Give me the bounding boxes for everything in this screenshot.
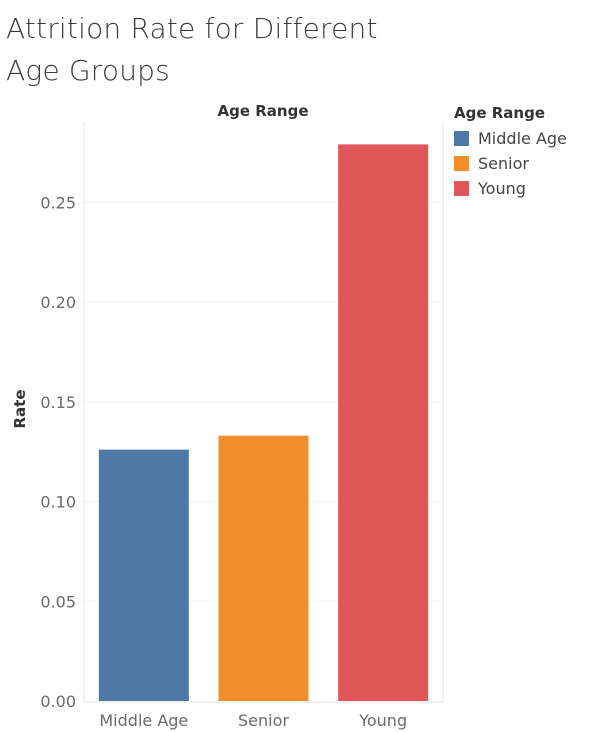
- y-tick-label: 0.05: [40, 592, 76, 611]
- y-tick-label: 0.25: [40, 193, 76, 212]
- y-tick-label: 0.20: [40, 293, 76, 312]
- x-tick-label: Senior: [238, 711, 289, 730]
- y-tick-labels: 0.00 0.05 0.10 0.15 0.20 0.25: [40, 193, 76, 711]
- chart-title-line-2: Age Groups: [6, 54, 170, 87]
- legend-label: Young: [478, 179, 526, 198]
- y-tick-label: 0.15: [40, 393, 76, 412]
- y-tick-label: 0.00: [40, 692, 76, 711]
- legend-swatch: [454, 181, 469, 196]
- x-tick-labels: Middle Age Senior Young: [99, 711, 407, 730]
- axes: [83, 122, 444, 703]
- chart-title-line-1: Attrition Rate for Different: [6, 12, 378, 45]
- bar-young[interactable]: [338, 144, 429, 701]
- y-tick-label: 0.10: [40, 493, 76, 512]
- x-axis-title: Age Range: [217, 102, 308, 120]
- legend-item-senior[interactable]: Senior: [454, 151, 589, 176]
- bar-middle-age[interactable]: [98, 449, 189, 701]
- x-tick-label: Middle Age: [99, 711, 188, 730]
- legend-title: Age Range: [454, 104, 546, 122]
- legend-label: Senior: [478, 154, 529, 173]
- x-tick-label: Young: [358, 711, 407, 730]
- legend-item-middle-age[interactable]: Middle Age: [454, 126, 589, 151]
- bars: [98, 144, 429, 701]
- legend-swatch: [454, 131, 469, 146]
- legend-item-young[interactable]: Young: [454, 176, 589, 201]
- legend-swatch: [454, 156, 469, 171]
- bar-senior[interactable]: [218, 435, 309, 701]
- legend-label: Middle Age: [478, 129, 567, 148]
- chart-title: Attrition Rate for Different Age Groups: [6, 8, 426, 92]
- y-axis-title: Rate: [11, 389, 29, 428]
- legend: Age Range Middle Age Senior Young: [454, 104, 589, 201]
